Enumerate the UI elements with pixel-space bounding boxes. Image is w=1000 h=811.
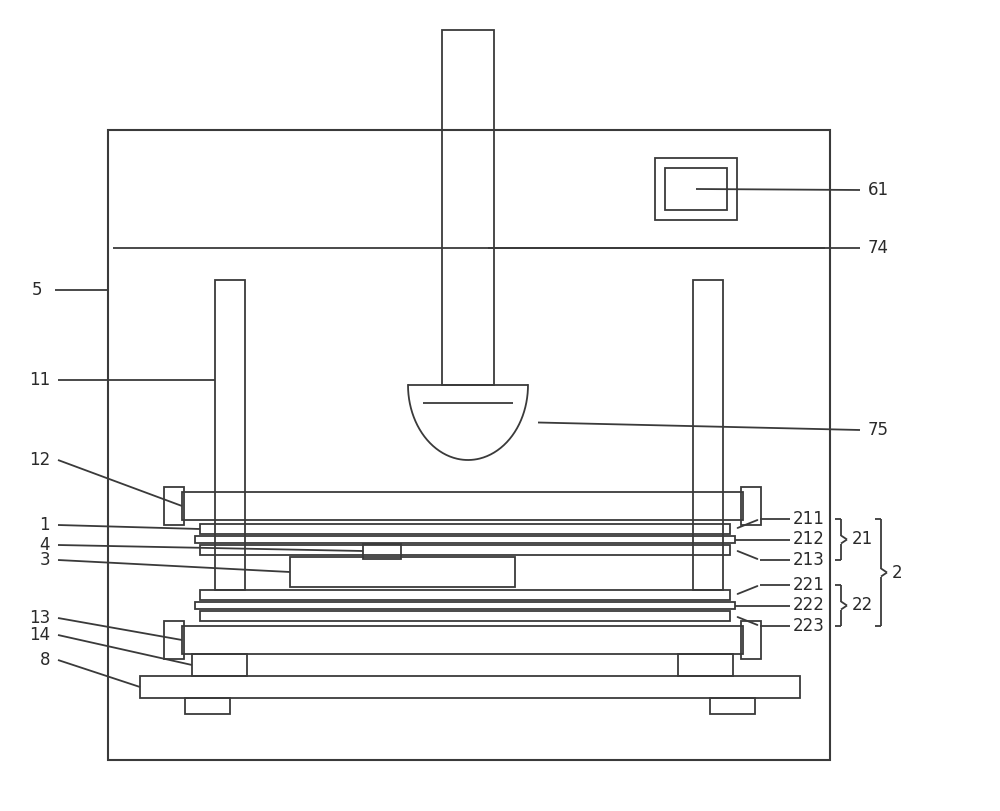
Bar: [741, 487, 761, 525]
Bar: [182, 492, 743, 520]
Bar: [200, 590, 730, 600]
Bar: [678, 654, 733, 676]
Bar: [200, 611, 730, 621]
Bar: [710, 698, 755, 714]
Bar: [290, 557, 515, 587]
Bar: [442, 30, 494, 385]
Text: 13: 13: [29, 609, 50, 627]
Bar: [140, 676, 800, 698]
Bar: [741, 621, 761, 659]
Bar: [693, 280, 723, 590]
Bar: [195, 536, 735, 543]
Text: 3: 3: [39, 551, 50, 569]
Text: 2: 2: [892, 564, 903, 581]
Bar: [655, 158, 737, 220]
Text: 223: 223: [793, 617, 825, 635]
Text: 14: 14: [29, 626, 50, 644]
Bar: [108, 130, 830, 760]
Text: 8: 8: [40, 651, 50, 669]
Bar: [164, 621, 184, 659]
Text: 211: 211: [793, 510, 825, 528]
Bar: [215, 280, 245, 590]
Text: 21: 21: [852, 530, 873, 548]
Text: 5: 5: [32, 281, 42, 299]
Text: 12: 12: [29, 451, 50, 469]
Bar: [200, 545, 730, 555]
Bar: [363, 544, 401, 559]
Bar: [195, 602, 735, 609]
Text: 222: 222: [793, 597, 825, 615]
Bar: [665, 168, 727, 210]
Text: 61: 61: [868, 181, 889, 199]
Text: 213: 213: [793, 551, 825, 569]
Text: 212: 212: [793, 530, 825, 548]
Text: 22: 22: [852, 597, 873, 615]
Text: 75: 75: [868, 421, 889, 439]
Bar: [185, 698, 230, 714]
Bar: [200, 524, 730, 534]
Text: 1: 1: [39, 516, 50, 534]
Bar: [182, 626, 743, 654]
Text: 4: 4: [40, 536, 50, 554]
Text: 74: 74: [868, 239, 889, 257]
Text: 221: 221: [793, 576, 825, 594]
Bar: [164, 487, 184, 525]
Bar: [192, 654, 247, 676]
Text: 11: 11: [29, 371, 50, 389]
